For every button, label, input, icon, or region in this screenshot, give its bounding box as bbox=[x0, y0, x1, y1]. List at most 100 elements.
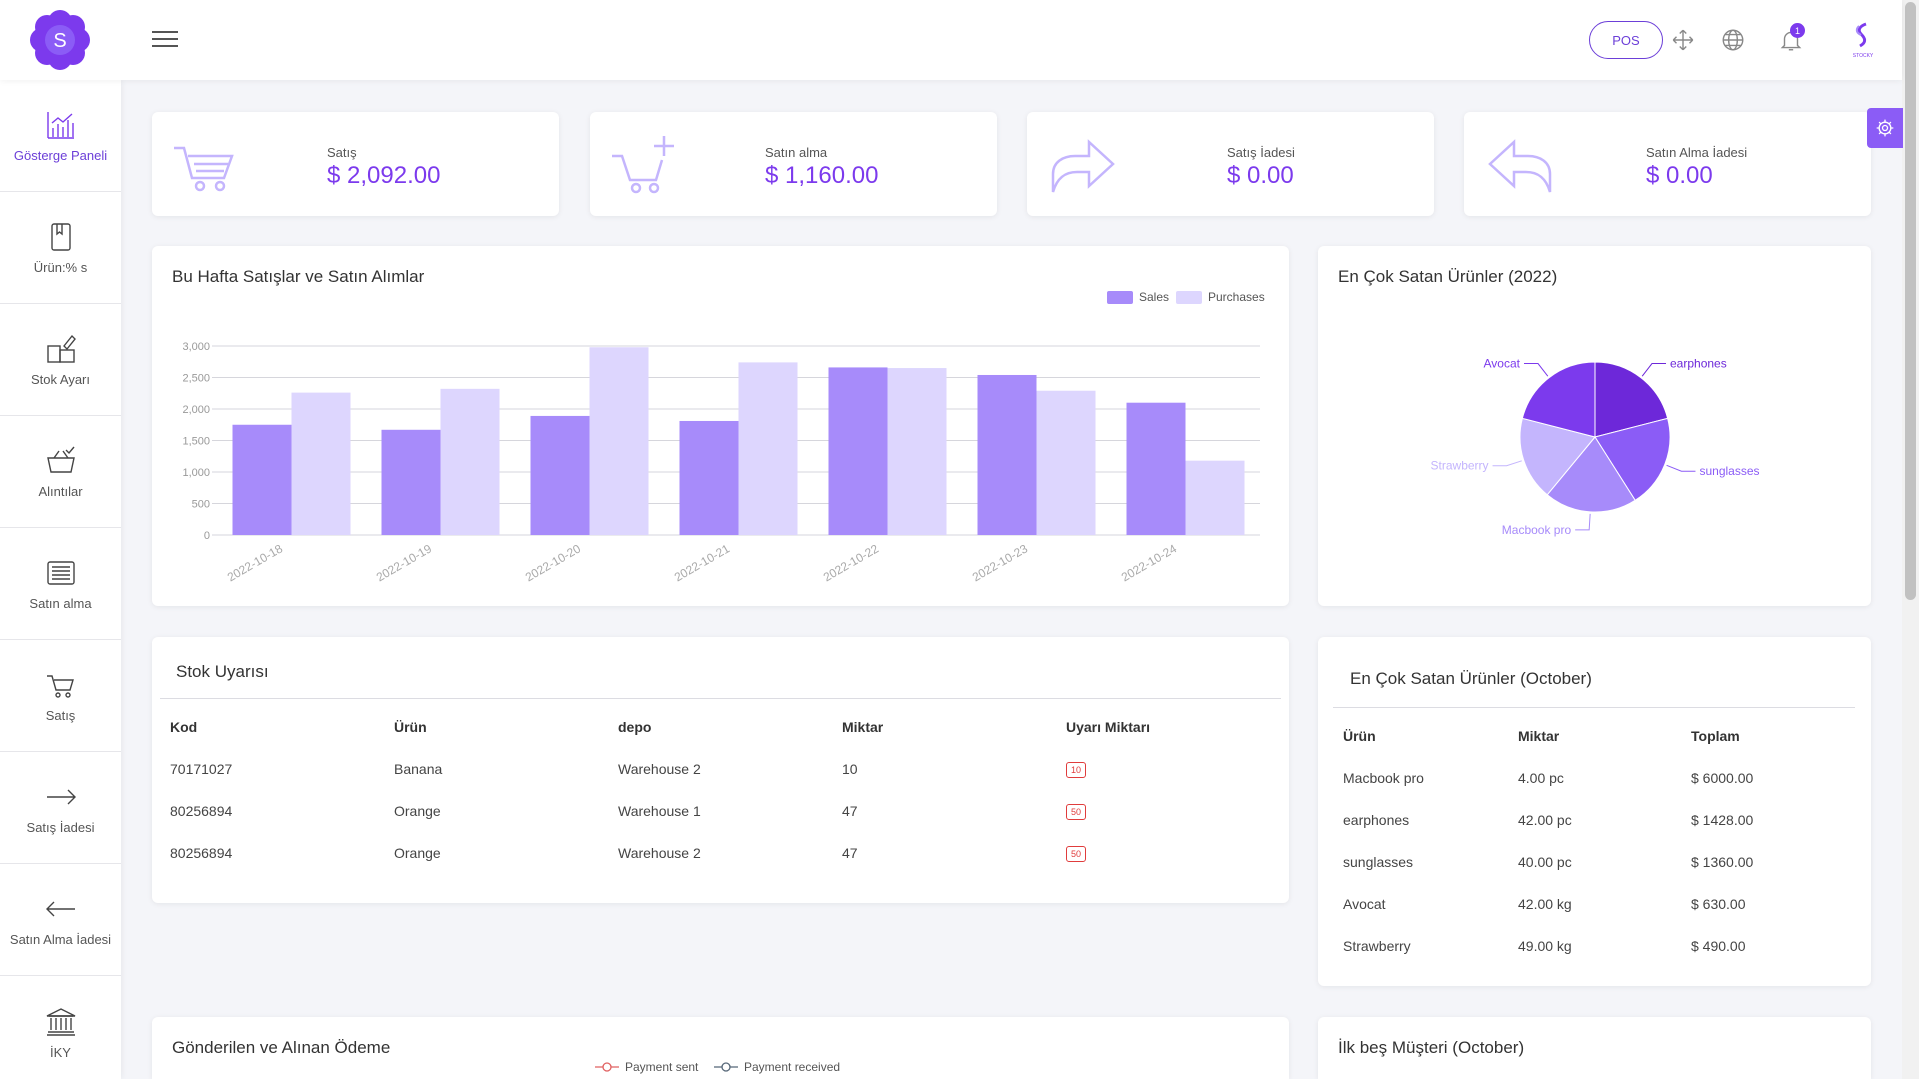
stat-card-purchases: Satın alma $ 1,160.00 bbox=[590, 112, 997, 216]
legend-purchases[interactable]: Purchases bbox=[1176, 290, 1265, 304]
card-title: Bu Hafta Satışlar ve Satın Alımlar bbox=[172, 267, 425, 286]
app-logo[interactable]: S bbox=[30, 10, 90, 70]
sidebar-item-label: Ürün:% s bbox=[33, 260, 88, 275]
sidebar-item-label: Alıntılar bbox=[38, 484, 83, 499]
bar-purchases[interactable] bbox=[1185, 460, 1245, 535]
pie-slice[interactable] bbox=[1546, 436, 1636, 513]
bar-sales[interactable] bbox=[828, 367, 888, 535]
pie-leader-line bbox=[1492, 460, 1522, 467]
sidebar-item-stock-adjust[interactable]: Stok Ayarı bbox=[0, 304, 121, 416]
cell-alert: 50 bbox=[1066, 832, 1270, 874]
line-marker-icon bbox=[714, 1062, 738, 1072]
cell-product: Macbook pro bbox=[1343, 770, 1424, 786]
cell-quantity: 42.00 kg bbox=[1518, 896, 1572, 912]
sidebar-item-quotations[interactable]: Alıntılar bbox=[0, 416, 121, 528]
sidebar-item-sales[interactable]: Satış bbox=[0, 640, 121, 752]
card-title: Gönderilen ve Alınan Ödeme bbox=[172, 1038, 391, 1057]
bar-purchases[interactable] bbox=[589, 347, 649, 535]
legend-sales[interactable]: Sales bbox=[1107, 290, 1169, 304]
stat-card-sales-return: Satış İadesi $ 0.00 bbox=[1027, 112, 1434, 216]
column-header[interactable]: Miktar bbox=[842, 719, 884, 735]
language-globe-icon[interactable] bbox=[1720, 27, 1746, 53]
alert-quantity-badge: 10 bbox=[1066, 762, 1087, 778]
stock-adjust-icon bbox=[46, 334, 76, 363]
sidebar-item-purchase-return[interactable]: Satın Alma İadesi bbox=[0, 864, 121, 976]
y-tick-label: 3,000 bbox=[182, 341, 210, 353]
bar-sales[interactable] bbox=[530, 415, 590, 535]
cell-total: $ 630.00 bbox=[1691, 896, 1746, 912]
sidebar-item-label: Gösterge Paneli bbox=[13, 148, 108, 163]
column-header[interactable]: Ürün bbox=[1343, 728, 1376, 744]
bar-purchases[interactable] bbox=[738, 362, 798, 535]
gear-icon bbox=[1876, 119, 1894, 137]
legend-payment-sent[interactable]: Payment sent bbox=[595, 1060, 698, 1074]
y-tick-label: 0 bbox=[204, 530, 210, 542]
payments-card: Gönderilen ve Alınan Ödeme Payment sent … bbox=[152, 1017, 1289, 1079]
y-tick-label: 1,500 bbox=[182, 436, 210, 448]
sidebar-item-purchases[interactable]: Satın alma bbox=[0, 528, 121, 640]
column-header[interactable]: Ürün bbox=[394, 719, 427, 735]
bar-sales[interactable] bbox=[1126, 402, 1186, 535]
column-header[interactable]: Uyarı Miktarı bbox=[1066, 719, 1151, 735]
bar-purchases[interactable] bbox=[291, 392, 351, 535]
logo-letter: S bbox=[53, 30, 66, 52]
legend-payment-received[interactable]: Payment received bbox=[714, 1060, 840, 1074]
arrow-left-icon bbox=[45, 901, 75, 917]
pie-slice[interactable] bbox=[1521, 361, 1596, 438]
stat-card-purchase-return: Satın Alma İadesi $ 0.00 bbox=[1464, 112, 1871, 216]
cell-alert: 50 bbox=[1066, 790, 1270, 832]
cell-total: $ 1360.00 bbox=[1691, 854, 1754, 870]
column-header[interactable]: Kod bbox=[170, 719, 198, 735]
cell-quantity: 4.00 pc bbox=[1518, 770, 1564, 786]
bar-sales[interactable] bbox=[679, 420, 739, 535]
column-header[interactable]: Toplam bbox=[1691, 728, 1740, 744]
column-header[interactable]: Miktar bbox=[1518, 728, 1560, 744]
cell-warehouse: Warehouse 2 bbox=[618, 761, 701, 777]
table-row: sunglasses 40.00 pc $ 1360.00 bbox=[1343, 841, 1853, 883]
sidebar-item-sales-return[interactable]: Satış İadesi bbox=[0, 752, 121, 864]
cell-code: 80256894 bbox=[170, 803, 233, 819]
pie-slice[interactable] bbox=[1519, 417, 1596, 496]
stat-value: $ 0.00 bbox=[1227, 162, 1294, 189]
brand-caption: STOCKY bbox=[1853, 53, 1874, 59]
x-tick-label: 2022-10-20 bbox=[523, 541, 583, 584]
legend-label: Purchases bbox=[1208, 290, 1265, 304]
top-products-october-card: En Çok Satan Ürünler (October) Ürün Mikt… bbox=[1318, 637, 1871, 986]
page-scrollbar[interactable] bbox=[1902, 0, 1919, 1079]
bar-purchases[interactable] bbox=[887, 368, 947, 535]
pie-slice[interactable] bbox=[1594, 361, 1669, 438]
cell-warehouse: Warehouse 1 bbox=[618, 803, 701, 819]
pie-label: Avocat bbox=[1484, 357, 1521, 371]
sidebar-item-products[interactable]: Ürün:% s bbox=[0, 192, 121, 304]
stat-label: Satış İadesi bbox=[1227, 145, 1295, 160]
bar-sales[interactable] bbox=[232, 424, 292, 535]
top-bar: S POS 1 STOCKY bbox=[0, 0, 1902, 80]
column-header[interactable]: depo bbox=[618, 719, 652, 735]
cell-product: sunglasses bbox=[1343, 854, 1414, 870]
customizer-settings-button[interactable] bbox=[1867, 108, 1903, 148]
divider bbox=[160, 698, 1281, 699]
legend-swatch bbox=[1107, 290, 1133, 304]
scrollbar-thumb[interactable] bbox=[1905, 2, 1916, 600]
alert-quantity-badge: 50 bbox=[1066, 846, 1087, 862]
chart-icon bbox=[46, 112, 74, 139]
menu-toggle-button[interactable] bbox=[152, 31, 178, 49]
pie-slice[interactable] bbox=[1594, 417, 1671, 502]
sidebar-item-hrm[interactable]: İKY bbox=[0, 976, 121, 1079]
bar-purchases[interactable] bbox=[440, 388, 500, 535]
legend-label: Payment sent bbox=[625, 1060, 699, 1074]
sidebar-item-dashboard[interactable]: Gösterge Paneli bbox=[0, 80, 121, 192]
cell-quantity: 40.00 pc bbox=[1518, 854, 1572, 870]
bar-sales[interactable] bbox=[381, 429, 441, 535]
y-tick-label: 2,000 bbox=[182, 404, 210, 416]
y-tick-label: 2,500 bbox=[182, 373, 210, 385]
sidebar: Gösterge Paneli Ürün:% s Stok Ayarı Alın… bbox=[0, 80, 121, 1079]
bar-sales[interactable] bbox=[977, 374, 1037, 535]
bar-purchases[interactable] bbox=[1036, 390, 1096, 535]
pos-button[interactable]: POS bbox=[1589, 21, 1663, 59]
fullscreen-move-icon[interactable] bbox=[1670, 27, 1696, 53]
table-row: Macbook pro 4.00 pc $ 6000.00 bbox=[1343, 757, 1853, 799]
stat-label: Satın Alma İadesi bbox=[1646, 145, 1748, 160]
top-products-table: Ürün Miktar Toplam Macbook pro 4.00 pc $… bbox=[1343, 715, 1853, 967]
pie-leader-line bbox=[1523, 363, 1549, 377]
